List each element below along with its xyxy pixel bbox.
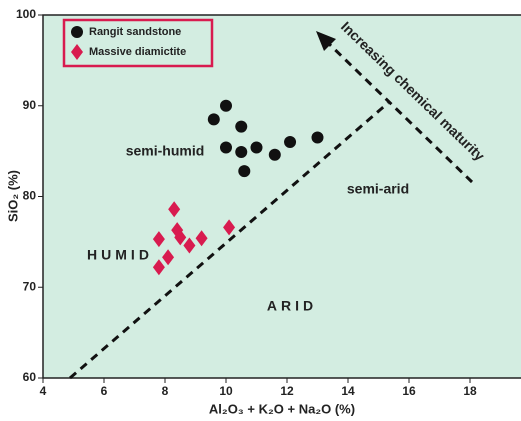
x-tick-label: 8	[162, 384, 169, 398]
y-axis-label: SiO₂ (%)	[5, 170, 20, 222]
legend	[62, 18, 214, 68]
annotation: ARID	[267, 298, 317, 314]
point	[183, 237, 196, 254]
x-tick-label: 14	[341, 384, 355, 398]
point	[311, 131, 324, 144]
point	[235, 146, 248, 159]
arrow-head	[316, 31, 336, 51]
y-tick-label: 80	[23, 189, 37, 203]
x-tick-label: 6	[101, 384, 108, 398]
point	[152, 259, 165, 276]
point	[162, 249, 175, 266]
point	[250, 141, 263, 154]
point	[284, 136, 297, 149]
legend-label: Massive diamictite	[89, 46, 186, 58]
x-tick-label: 12	[280, 384, 294, 398]
legend-marker	[71, 26, 83, 38]
point	[195, 230, 208, 247]
arrow-line	[324, 39, 474, 184]
plot-area	[42, 14, 521, 379]
y-tick-label: 70	[23, 279, 37, 293]
x-tick-label: 18	[463, 384, 477, 398]
legend-marker	[71, 44, 83, 60]
legend-label: Rangit sandstone	[89, 26, 181, 38]
point	[220, 99, 232, 112]
point	[238, 165, 251, 178]
point	[174, 229, 187, 246]
point	[207, 113, 220, 126]
point	[268, 148, 281, 161]
x-tick-label: 16	[402, 384, 416, 398]
annotation: semi-humid	[126, 143, 205, 159]
annotation: semi-arid	[347, 181, 409, 197]
y-tick-label: 90	[23, 98, 37, 112]
boundary-line	[69, 101, 389, 380]
y-tick-label: 60	[23, 370, 37, 384]
point	[220, 141, 232, 154]
y-tick-label: 100	[16, 7, 36, 21]
point	[168, 201, 181, 218]
point	[235, 120, 248, 133]
annotation: HUMID	[87, 247, 153, 263]
point	[152, 231, 165, 248]
point	[223, 219, 236, 236]
x-tick-label: 4	[40, 384, 47, 398]
x-axis-label: Al₂O₃ + K₂O + Na₂O (%)	[209, 401, 355, 416]
x-tick-label: 10	[219, 384, 233, 398]
